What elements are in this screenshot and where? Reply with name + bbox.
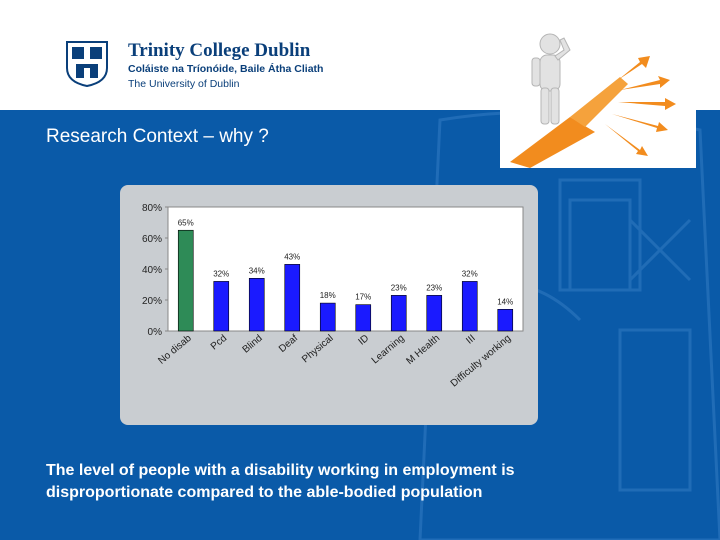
x-tick-label: Difficulty working [449, 333, 513, 390]
x-tick-label: Pcd [209, 333, 229, 353]
trinity-crest-icon [66, 41, 108, 88]
value-labels: 65% 32% 34% 43% 18% 17% 23% 23% 32% 14% [178, 218, 514, 306]
logo-subtitle: The University of Dublin [128, 78, 240, 90]
x-tick-label: Physical [300, 333, 336, 365]
caption-line-2: disproportionate compared to the able-bo… [46, 484, 483, 501]
value-label: 32% [213, 269, 229, 278]
x-tick-label: Deaf [277, 333, 300, 355]
section-heading: Research Context – why ? [46, 126, 269, 147]
value-label: 43% [284, 252, 300, 261]
y-tick-label: 0% [148, 327, 163, 338]
caption: The level of people with a disability wo… [46, 460, 686, 504]
value-label: 23% [426, 283, 442, 292]
bar-no-disab [177, 229, 194, 332]
value-label: 14% [497, 297, 513, 306]
x-tick-label: ID [356, 333, 371, 348]
bar-m-health [426, 295, 443, 332]
bar-physical [319, 302, 336, 332]
y-tick-label: 40% [142, 265, 162, 276]
x-tick-label: III [464, 333, 477, 347]
y-tick-label: 20% [142, 296, 162, 307]
bar-learning [390, 295, 407, 332]
x-tick-label: M Health [404, 333, 442, 367]
x-tick-label: Learning [370, 333, 407, 366]
y-axis: 0% 20% 40% 60% 80% [142, 203, 168, 338]
value-label: 18% [320, 291, 336, 300]
value-label: 23% [391, 283, 407, 292]
x-tick-label: No disab [156, 333, 194, 367]
value-label: 32% [462, 269, 478, 278]
value-label: 17% [355, 293, 371, 302]
employment-bar-chart: 0% 20% 40% 60% 80% 65% 32% 34% 43% 18% 17% 23% 23% 3… [142, 203, 524, 390]
bars [177, 229, 514, 332]
x-tick-label: Blind [241, 333, 265, 356]
value-label: 65% [178, 218, 194, 227]
logo-title: Trinity College Dublin [128, 40, 311, 61]
bar-iii [461, 281, 478, 332]
y-tick-label: 60% [142, 234, 162, 245]
y-tick-label: 80% [142, 203, 162, 214]
x-axis-labels: No disab Pcd Blind Deaf Physical IDLearningM … [156, 333, 513, 390]
logo-irish-name: Coláiste na Tríonóide, Baile Átha Cliath [128, 63, 324, 75]
bar-blind [248, 278, 265, 332]
bar-deaf [284, 264, 301, 332]
bar-difficulty-working [497, 309, 514, 332]
bar-pcd [213, 281, 230, 332]
value-label: 34% [249, 266, 265, 275]
thinking-person-crossroads-icon [500, 22, 696, 168]
bar-id [355, 304, 372, 332]
caption-line-1: The level of people with a disability wo… [46, 462, 515, 479]
